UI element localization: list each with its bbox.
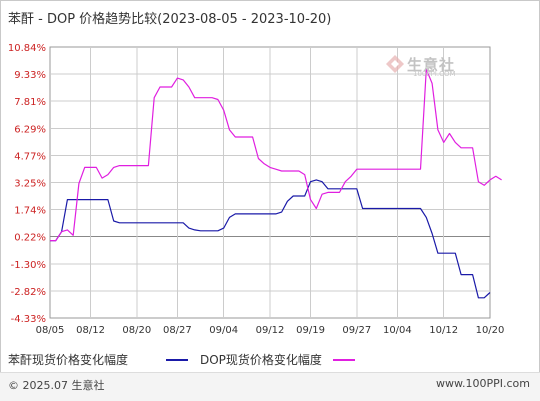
x-tick-label: 09/19	[296, 325, 325, 336]
x-tick-label: 08/20	[122, 325, 151, 336]
x-tick-label: 09/27	[342, 325, 371, 336]
x-tick-label: 09/04	[209, 325, 238, 336]
y-tick-label: 6.29%	[14, 124, 46, 135]
legend-swatch-series-2	[333, 359, 355, 361]
y-tick-label: -1.30%	[11, 260, 46, 271]
legend-label-series-1: 苯酐现货价格变化幅度	[8, 353, 129, 367]
watermark: 生意社 100PPI.COM	[383, 54, 471, 80]
y-tick-label: 3.25%	[14, 179, 46, 190]
y-tick-label: -2.82%	[11, 287, 46, 298]
y-tick-label: 10.84%	[8, 43, 46, 54]
series-line-1	[50, 179, 491, 299]
x-tick-label: 10/04	[383, 325, 412, 336]
watermark-text: 生意社	[407, 56, 456, 74]
y-tick-label: 9.33%	[14, 70, 46, 81]
y-tick-label: 1.74%	[14, 206, 46, 217]
x-tick-label: 09/12	[256, 325, 285, 336]
x-tick-label: 10/12	[429, 325, 458, 336]
watermark-logo-icon	[386, 55, 404, 73]
legend-swatch-series-1	[166, 359, 188, 361]
series-line-2	[50, 68, 502, 242]
footer-bar	[0, 372, 540, 401]
x-tick-label: 08/27	[163, 325, 192, 336]
y-tick-label: -4.33%	[11, 314, 46, 325]
chart-title: 苯酐 - DOP 价格趋势比较(2023-08-05 - 2023-10-20)	[8, 12, 332, 27]
x-tick-label: 08/12	[76, 325, 105, 336]
y-tick-label: 7.81%	[14, 97, 46, 108]
footer-site-link[interactable]: www.100PPI.com	[436, 377, 530, 390]
watermark-subtext: 100PPI.COM	[413, 70, 456, 78]
y-tick-label: 4.77%	[14, 151, 46, 162]
footer-copyright: © 2025.07 生意社	[8, 379, 105, 392]
y-tick-label: 0.22%	[14, 233, 46, 244]
x-tick-label: 08/05	[36, 325, 65, 336]
legend-label-series-2: DOP现货价格变化幅度	[200, 353, 322, 367]
x-tick-label: 10/20	[476, 325, 505, 336]
